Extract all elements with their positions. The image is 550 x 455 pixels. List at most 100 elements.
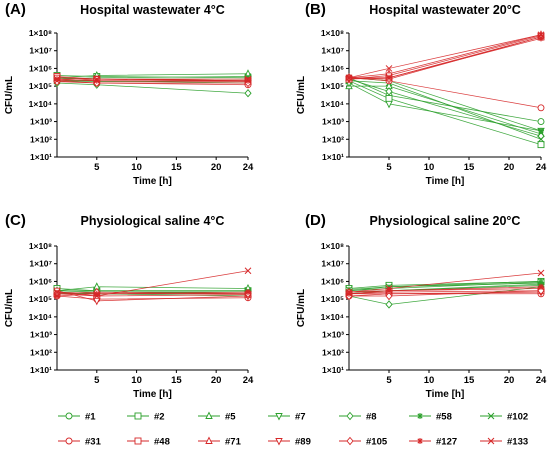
legend-marker — [134, 437, 142, 445]
y-tick-label: 1×10⁶ — [321, 63, 344, 73]
y-axis-label: CFU/mL — [4, 289, 15, 327]
data-point — [245, 77, 251, 84]
y-tick-label: 1×10¹ — [322, 152, 344, 162]
marker-stroke — [245, 289, 251, 296]
legend-marker — [205, 411, 213, 419]
data-point — [345, 74, 353, 82]
legend-label: #105 — [366, 437, 388, 448]
series-133 — [53, 267, 252, 300]
y-tick-label: 1×10² — [322, 134, 344, 144]
x-tick-label: 10 — [424, 162, 435, 173]
marker-stroke — [93, 290, 100, 297]
y-axis-label: CFU/mL — [296, 289, 307, 327]
series-line — [348, 77, 542, 132]
y-tick-label: 1×10³ — [322, 330, 344, 340]
data-point — [386, 74, 392, 81]
legend-label: #89 — [295, 437, 311, 448]
y-tick-label: 1×10⁵ — [29, 294, 52, 304]
legend-item-102: #102 — [480, 412, 528, 423]
marker-stroke — [417, 438, 423, 444]
data-point — [385, 65, 393, 72]
series-58 — [346, 74, 544, 134]
data-point — [385, 285, 393, 292]
panel-label: (A) — [5, 1, 26, 18]
y-tick-label: 1×10⁸ — [29, 28, 52, 38]
data-point — [538, 283, 544, 290]
legend-item-7: #7 — [268, 412, 306, 423]
series-line — [348, 78, 542, 137]
y-tick-label: 1×10⁶ — [321, 276, 344, 286]
series-line — [349, 37, 542, 79]
legend-marker — [487, 437, 495, 445]
y-tick-label: 1×10⁷ — [29, 259, 52, 269]
data-point — [346, 290, 352, 297]
y-tick-label: 1×10¹ — [322, 365, 344, 375]
chart-title: Hospital wastewater 20°C — [369, 3, 521, 17]
x-tick-label: 24 — [536, 375, 547, 386]
legend-label: #102 — [507, 412, 528, 423]
series-127 — [54, 289, 251, 300]
series-133 — [53, 75, 252, 85]
series-133 — [345, 269, 545, 296]
series-127 — [346, 35, 544, 81]
marker-stroke — [346, 290, 352, 297]
legend-label: #2 — [154, 412, 165, 423]
y-tick-label: 1×10² — [30, 347, 52, 357]
chart-panel-4: (D) Physiological saline 20°C 1×10¹ 1×10² 1×… — [296, 212, 547, 400]
legend-item-2: #2 — [127, 412, 165, 423]
legend-item-105: #105 — [339, 437, 388, 448]
legend-label: #58 — [436, 412, 452, 423]
series-2 — [345, 77, 545, 149]
data-point — [53, 288, 61, 296]
series-line — [348, 80, 542, 140]
y-axis-label: CFU/mL — [4, 76, 15, 114]
x-tick-label: 24 — [243, 162, 254, 173]
marker-stroke — [538, 35, 544, 42]
data-point — [385, 291, 393, 301]
legend-item-31: #31 — [58, 437, 102, 448]
data-point — [537, 104, 545, 112]
legend-item-5: #5 — [198, 411, 236, 423]
x-tick-label: 10 — [424, 375, 435, 386]
x-tick-label: 20 — [211, 162, 222, 173]
y-tick-label: 1×10⁵ — [321, 294, 344, 304]
chart-title: Hospital wastewater 4°C — [80, 3, 225, 17]
legend-marker — [205, 436, 213, 444]
data-point — [537, 118, 545, 126]
x-tick-label: 15 — [464, 162, 475, 173]
x-axis-label: Time [h] — [426, 176, 465, 187]
legend: #1 #2 #5 #7 #8 #58 #102 #31 #48 #71 #89 #105 #127 #13… — [58, 411, 528, 448]
legend-marker — [134, 412, 142, 420]
legend-marker — [346, 411, 354, 421]
y-tick-label: 1×10¹ — [30, 152, 52, 162]
y-tick-label: 1×10² — [30, 134, 52, 144]
x-tick-label: 20 — [504, 162, 515, 173]
legend-marker — [65, 437, 73, 445]
legend-item-133: #133 — [480, 437, 528, 448]
chart-panel-3: (C) Physiological saline 4°C 1×10¹ 1×10² 1×1… — [4, 212, 254, 400]
legend-marker — [275, 413, 283, 421]
y-tick-label: 1×10⁵ — [29, 81, 52, 91]
marker-stroke — [54, 76, 60, 83]
legend-item-1: #1 — [58, 412, 96, 423]
legend-marker — [417, 413, 423, 419]
marker-stroke — [417, 413, 423, 419]
y-tick-label: 1×10³ — [30, 330, 52, 340]
x-axis-label: Time [h] — [133, 176, 172, 187]
data-point — [385, 100, 393, 109]
y-tick-label: 1×10⁷ — [321, 46, 344, 56]
series-127 — [54, 76, 251, 84]
legend-label: #8 — [366, 412, 377, 423]
series-8 — [345, 282, 545, 309]
series-line — [348, 34, 542, 79]
x-tick-label: 10 — [131, 162, 142, 173]
legend-label: #133 — [507, 437, 528, 448]
y-tick-label: 1×10⁴ — [321, 312, 344, 322]
y-axis-label: CFU/mL — [296, 76, 307, 114]
panel-label: (D) — [305, 212, 326, 229]
legend-marker — [417, 438, 423, 444]
data-point — [537, 135, 545, 143]
marker-stroke — [386, 287, 392, 294]
